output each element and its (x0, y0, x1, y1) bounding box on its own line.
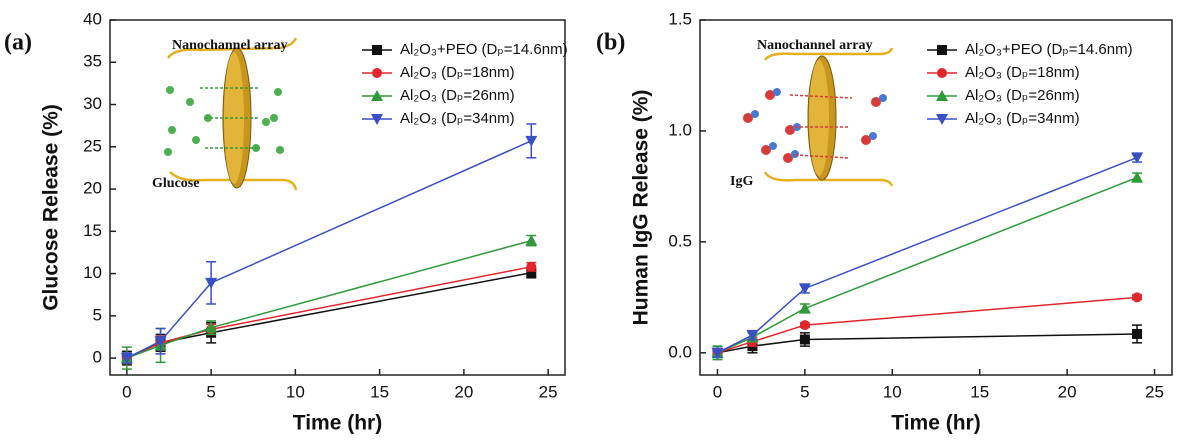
marker (526, 261, 537, 272)
annotation: Nanochannel array (172, 38, 288, 53)
series-line (717, 176, 1138, 354)
legend-marker (371, 90, 383, 101)
y-tick-label: 1.5 (668, 9, 692, 28)
x-tick-label: 5 (800, 382, 809, 401)
marker (120, 353, 133, 365)
y-tick-label: 20 (83, 179, 102, 198)
annotation: IgG (730, 174, 753, 189)
plot-frame (699, 19, 1173, 376)
marker (525, 234, 538, 246)
y-axis-label: Glucose Release (%) (40, 104, 63, 311)
legend-marker (372, 68, 382, 78)
marker (799, 320, 810, 331)
marker (1131, 171, 1144, 183)
series-line (717, 296, 1138, 354)
legend-marker (937, 45, 947, 55)
plot-frame (109, 19, 566, 376)
inset-a (164, 37, 298, 191)
x-tick-label: 0 (713, 382, 722, 401)
marker (1132, 292, 1143, 303)
x-tick-label: 15 (970, 382, 989, 401)
marker (526, 267, 537, 278)
x-axis-label: Time (hr) (293, 412, 382, 435)
legend-label: Al₂O₃+PEO (Dₚ=14.6nm) (400, 41, 568, 58)
marker (798, 302, 811, 314)
x-tick-label: 25 (1145, 382, 1164, 401)
x-tick-label: 10 (286, 382, 305, 401)
y-tick-label: 5 (93, 305, 102, 324)
y-tick-label: 10 (83, 263, 102, 282)
marker (154, 336, 167, 348)
y-tick-label: 35 (83, 52, 102, 71)
legend-marker (937, 68, 947, 78)
x-tick-label: 15 (370, 382, 389, 401)
legend-marker (371, 114, 383, 125)
y-tick-label: 25 (83, 136, 102, 155)
annotation: (a) (4, 30, 32, 56)
x-tick-label: 25 (539, 382, 558, 401)
x-tick-label: 5 (206, 382, 215, 401)
marker (1132, 328, 1143, 339)
legend-label: Al₂O₃ (Dₚ=26nm) (965, 87, 1080, 104)
y-tick-label: 0.5 (668, 231, 692, 250)
annotation: Nanochannel array (757, 38, 873, 53)
marker (799, 334, 810, 345)
series-line (126, 140, 532, 359)
y-tick-label: 0 (93, 348, 102, 367)
marker (205, 277, 218, 289)
y-axis-label: Human IgG Release (%) (630, 90, 653, 326)
y-tick-label: 30 (83, 94, 102, 113)
y-tick-label: 15 (83, 221, 102, 240)
series-line (126, 266, 532, 359)
series-line (717, 156, 1138, 354)
legend-marker (936, 114, 948, 125)
y-tick-label: 40 (83, 9, 102, 28)
x-tick-label: 0 (122, 382, 131, 401)
annotation: Glucose (152, 176, 199, 191)
legend-marker (936, 90, 948, 101)
series-line (126, 271, 532, 359)
annotation: (b) (596, 30, 625, 56)
y-tick-label: 1.0 (668, 120, 692, 139)
series-line (717, 333, 1138, 354)
legend-label: Al₂O₃ (Dₚ=18nm) (965, 64, 1080, 81)
marker (746, 330, 759, 342)
inset-b (743, 47, 894, 187)
x-tick-label: 20 (1058, 382, 1077, 401)
x-tick-label: 10 (883, 382, 902, 401)
legend-label: Al₂O₃ (Dₚ=34nm) (965, 110, 1080, 127)
legend-label: Al₂O₃ (Dₚ=18nm) (400, 64, 515, 81)
legend-label: Al₂O₃+PEO (Dₚ=14.6nm) (965, 41, 1133, 58)
marker (1131, 152, 1144, 164)
legend-label: Al₂O₃ (Dₚ=34nm) (400, 110, 515, 127)
marker (205, 321, 218, 333)
marker (525, 135, 538, 147)
x-axis-label: Time (hr) (891, 412, 980, 435)
legend-label: Al₂O₃ (Dₚ=26nm) (400, 87, 515, 104)
marker (798, 283, 811, 295)
marker (711, 347, 724, 359)
series-line (126, 239, 532, 359)
legend-marker (372, 45, 382, 55)
y-tick-label: 0.0 (668, 342, 692, 361)
x-tick-label: 20 (454, 382, 473, 401)
